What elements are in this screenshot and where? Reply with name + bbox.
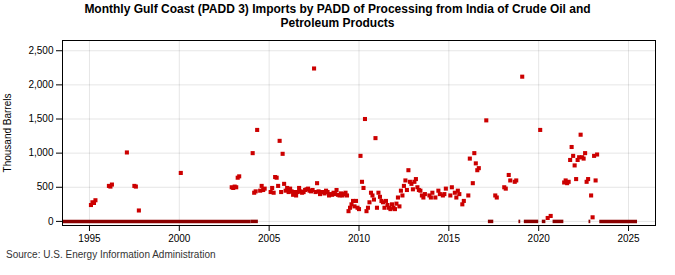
svg-text:2,000: 2,000 <box>28 79 53 90</box>
svg-text:2020: 2020 <box>528 233 551 244</box>
svg-text:2,500: 2,500 <box>28 45 53 56</box>
svg-text:2010: 2010 <box>348 233 371 244</box>
html-text:Monthly Gulf Coast (PADD 3) Im: Monthly Gulf Coast (PADD 3) Imports by P… <box>84 2 591 30</box>
svg-text:1995: 1995 <box>78 233 101 244</box>
svg-text:2015: 2015 <box>438 233 461 244</box>
html-text:Source: U.S. Energy Informatio: Source: U.S. Energy Information Administ… <box>6 249 216 260</box>
svg-text:2000: 2000 <box>168 233 191 244</box>
svg-text:500: 500 <box>37 181 54 192</box>
svg-text:1,500: 1,500 <box>28 113 53 124</box>
svg-text:2005: 2005 <box>258 233 281 244</box>
svg-text:0: 0 <box>48 216 54 227</box>
svg-text:2025: 2025 <box>617 233 640 244</box>
svg-text:1,000: 1,000 <box>28 147 53 158</box>
svg-text:Thousand Barrels: Thousand Barrels <box>2 94 13 173</box>
